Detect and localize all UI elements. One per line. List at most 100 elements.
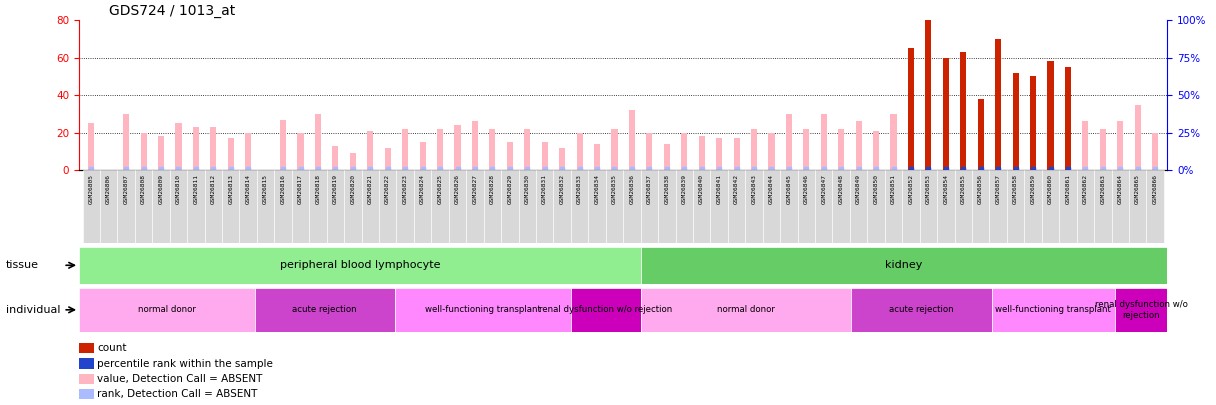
Bar — [240, 170, 257, 243]
Text: GSM26865: GSM26865 — [1136, 174, 1141, 204]
Text: GSM26819: GSM26819 — [333, 174, 338, 204]
Bar — [123, 114, 129, 170]
Bar — [1082, 122, 1088, 170]
Bar — [332, 146, 338, 170]
Text: GSM26816: GSM26816 — [281, 174, 286, 204]
Text: GSM26822: GSM26822 — [385, 174, 390, 204]
Bar — [83, 170, 100, 243]
Bar — [1128, 170, 1147, 243]
Text: GSM26812: GSM26812 — [210, 174, 215, 204]
Bar — [193, 127, 199, 170]
Bar — [745, 170, 762, 243]
Bar — [350, 153, 356, 170]
Text: GSM26866: GSM26866 — [1153, 174, 1158, 204]
Bar — [501, 170, 518, 243]
Bar — [361, 170, 379, 243]
Text: acute rejection: acute rejection — [293, 305, 358, 314]
Bar — [623, 170, 641, 243]
Bar — [395, 288, 570, 332]
Text: GSM26805: GSM26805 — [89, 174, 94, 204]
Text: GSM26857: GSM26857 — [996, 174, 1001, 204]
Text: GSM26810: GSM26810 — [176, 174, 181, 204]
Bar — [518, 170, 536, 243]
Text: GSM26837: GSM26837 — [647, 174, 652, 204]
Text: GSM26820: GSM26820 — [350, 174, 355, 204]
Text: GSM26811: GSM26811 — [193, 174, 198, 204]
Text: GSM26861: GSM26861 — [1065, 174, 1070, 204]
Bar — [978, 99, 984, 170]
Text: rank, Detection Call = ABSENT: rank, Detection Call = ABSENT — [97, 390, 258, 399]
Bar — [606, 170, 623, 243]
Bar — [170, 170, 187, 243]
Text: GSM26815: GSM26815 — [263, 174, 269, 204]
Bar — [79, 247, 641, 284]
Bar — [925, 20, 931, 170]
Bar — [781, 170, 798, 243]
Text: tissue: tissue — [6, 260, 39, 270]
Bar — [292, 170, 309, 243]
Bar — [118, 170, 135, 243]
Bar — [210, 127, 216, 170]
Bar — [379, 170, 396, 243]
Bar — [833, 170, 850, 243]
Bar — [204, 170, 223, 243]
Bar — [1030, 77, 1036, 170]
Bar — [1115, 288, 1167, 332]
Text: GSM26829: GSM26829 — [507, 174, 512, 204]
Bar — [919, 170, 938, 243]
Text: GSM26821: GSM26821 — [367, 174, 373, 204]
Text: GSM26848: GSM26848 — [839, 174, 844, 204]
Bar — [298, 133, 304, 170]
Text: GSM26843: GSM26843 — [751, 174, 756, 204]
Bar — [1024, 170, 1042, 243]
Bar — [978, 103, 984, 170]
Text: GSM26844: GSM26844 — [769, 174, 773, 204]
Bar — [751, 129, 758, 170]
Bar — [1118, 122, 1124, 170]
Text: GSM26830: GSM26830 — [525, 174, 530, 204]
Bar — [995, 39, 1001, 170]
Text: kidney: kidney — [885, 260, 923, 270]
Bar — [699, 136, 705, 170]
Bar — [867, 170, 885, 243]
Bar — [280, 119, 286, 170]
Text: GSM26832: GSM26832 — [559, 174, 564, 204]
Bar — [472, 122, 478, 170]
Bar — [1152, 133, 1158, 170]
Bar — [885, 170, 902, 243]
Bar — [1007, 170, 1024, 243]
Bar — [570, 170, 589, 243]
Bar — [990, 170, 1007, 243]
Text: renal dysfunction w/o rejection: renal dysfunction w/o rejection — [539, 305, 672, 314]
Bar — [612, 129, 618, 170]
Bar — [798, 170, 815, 243]
Bar — [786, 114, 792, 170]
Text: GSM26853: GSM26853 — [925, 174, 931, 204]
Text: acute rejection: acute rejection — [889, 305, 953, 314]
Bar — [315, 114, 321, 170]
Bar — [821, 114, 827, 170]
Bar — [455, 125, 461, 170]
Text: GSM26823: GSM26823 — [402, 174, 407, 204]
Bar — [437, 129, 443, 170]
Text: GSM26858: GSM26858 — [1013, 174, 1018, 204]
Text: GSM26825: GSM26825 — [438, 174, 443, 204]
Bar — [693, 170, 710, 243]
Bar — [890, 114, 896, 170]
Bar — [972, 170, 990, 243]
Bar — [275, 170, 292, 243]
Bar — [641, 288, 851, 332]
Bar — [559, 148, 565, 170]
Bar — [135, 170, 152, 243]
Text: GSM26833: GSM26833 — [578, 174, 582, 204]
Text: GSM26862: GSM26862 — [1083, 174, 1088, 204]
Bar — [629, 110, 635, 170]
Bar — [576, 133, 582, 170]
Bar — [175, 123, 181, 170]
Bar — [257, 170, 275, 243]
Bar — [413, 170, 432, 243]
Bar — [681, 133, 687, 170]
Bar — [710, 170, 728, 243]
Text: value, Detection Call = ABSENT: value, Detection Call = ABSENT — [97, 374, 263, 384]
Text: GSM26836: GSM26836 — [630, 174, 635, 204]
